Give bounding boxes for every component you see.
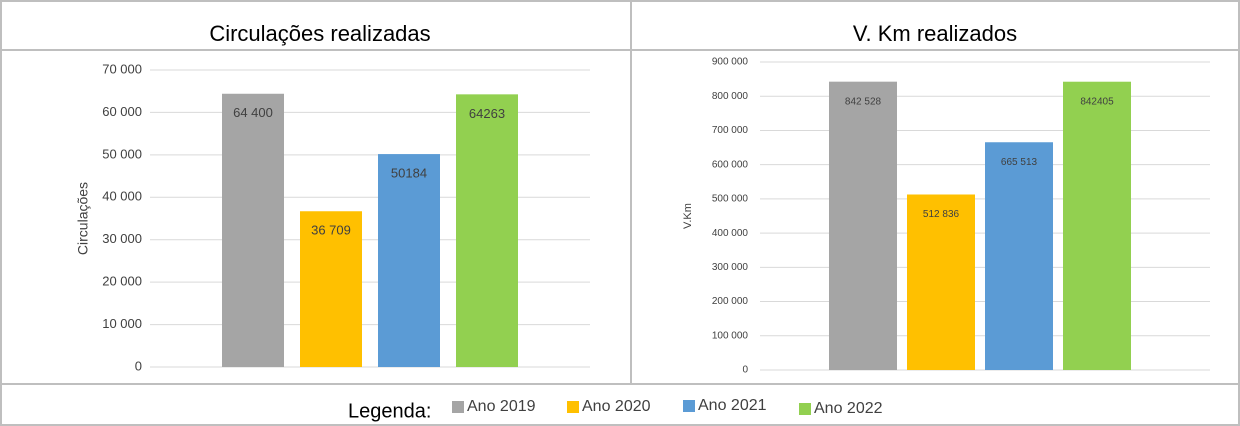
legend-swatch (452, 401, 464, 413)
legend-swatch (567, 401, 579, 413)
y-tick-label: 900 000 (712, 57, 749, 68)
y-tick-label: 10 000 (102, 316, 142, 331)
bar (985, 142, 1053, 370)
legend-label: Ano 2019 (467, 398, 536, 415)
y-tick-label: 400 000 (712, 228, 749, 239)
bar (1063, 81, 1131, 370)
y-tick-label: 30 000 (102, 231, 142, 246)
y-tick-label: 20 000 (102, 274, 142, 289)
y-tick-label: 70 000 (102, 61, 142, 76)
bar (456, 94, 518, 367)
legend-title: Legenda: (348, 400, 431, 422)
y-tick-label: 800 000 (712, 91, 749, 102)
value-label: 64 400 (233, 105, 273, 120)
bar (222, 93, 284, 367)
y-tick-label: 0 (135, 358, 142, 373)
y-tick-label: 300 000 (712, 262, 749, 273)
value-label: 512 836 (923, 209, 960, 220)
chart-title: V. Km realizados (853, 21, 1017, 46)
bar (907, 194, 975, 370)
y-axis-label: Circulações (75, 182, 91, 255)
y-tick-label: 200 000 (712, 296, 749, 307)
y-tick-label: 100 000 (712, 330, 749, 341)
bar (829, 81, 897, 370)
legend-swatch (683, 400, 695, 412)
legend-label: Ano 2020 (582, 398, 651, 415)
y-tick-label: 600 000 (712, 159, 749, 170)
bar (300, 211, 362, 367)
legend-label: Ano 2022 (814, 400, 883, 417)
value-label: 50184 (391, 166, 427, 181)
chart-title: Circulações realizadas (209, 21, 430, 46)
y-tick-label: 0 (742, 365, 748, 376)
legend-swatch (799, 403, 811, 415)
value-label: 36 709 (311, 223, 351, 238)
legend-label: Ano 2021 (698, 397, 767, 414)
value-label: 842405 (1080, 96, 1114, 107)
bar (378, 154, 440, 367)
y-tick-label: 40 000 (102, 189, 142, 204)
y-tick-label: 500 000 (712, 194, 749, 205)
y-tick-label: 700 000 (712, 125, 749, 136)
value-label: 665 513 (1001, 157, 1038, 168)
y-tick-label: 60 000 (102, 104, 142, 119)
y-axis-label: V.Km (682, 203, 694, 229)
value-label: 842 528 (845, 96, 882, 107)
value-label: 64263 (469, 106, 505, 121)
y-tick-label: 50 000 (102, 146, 142, 161)
